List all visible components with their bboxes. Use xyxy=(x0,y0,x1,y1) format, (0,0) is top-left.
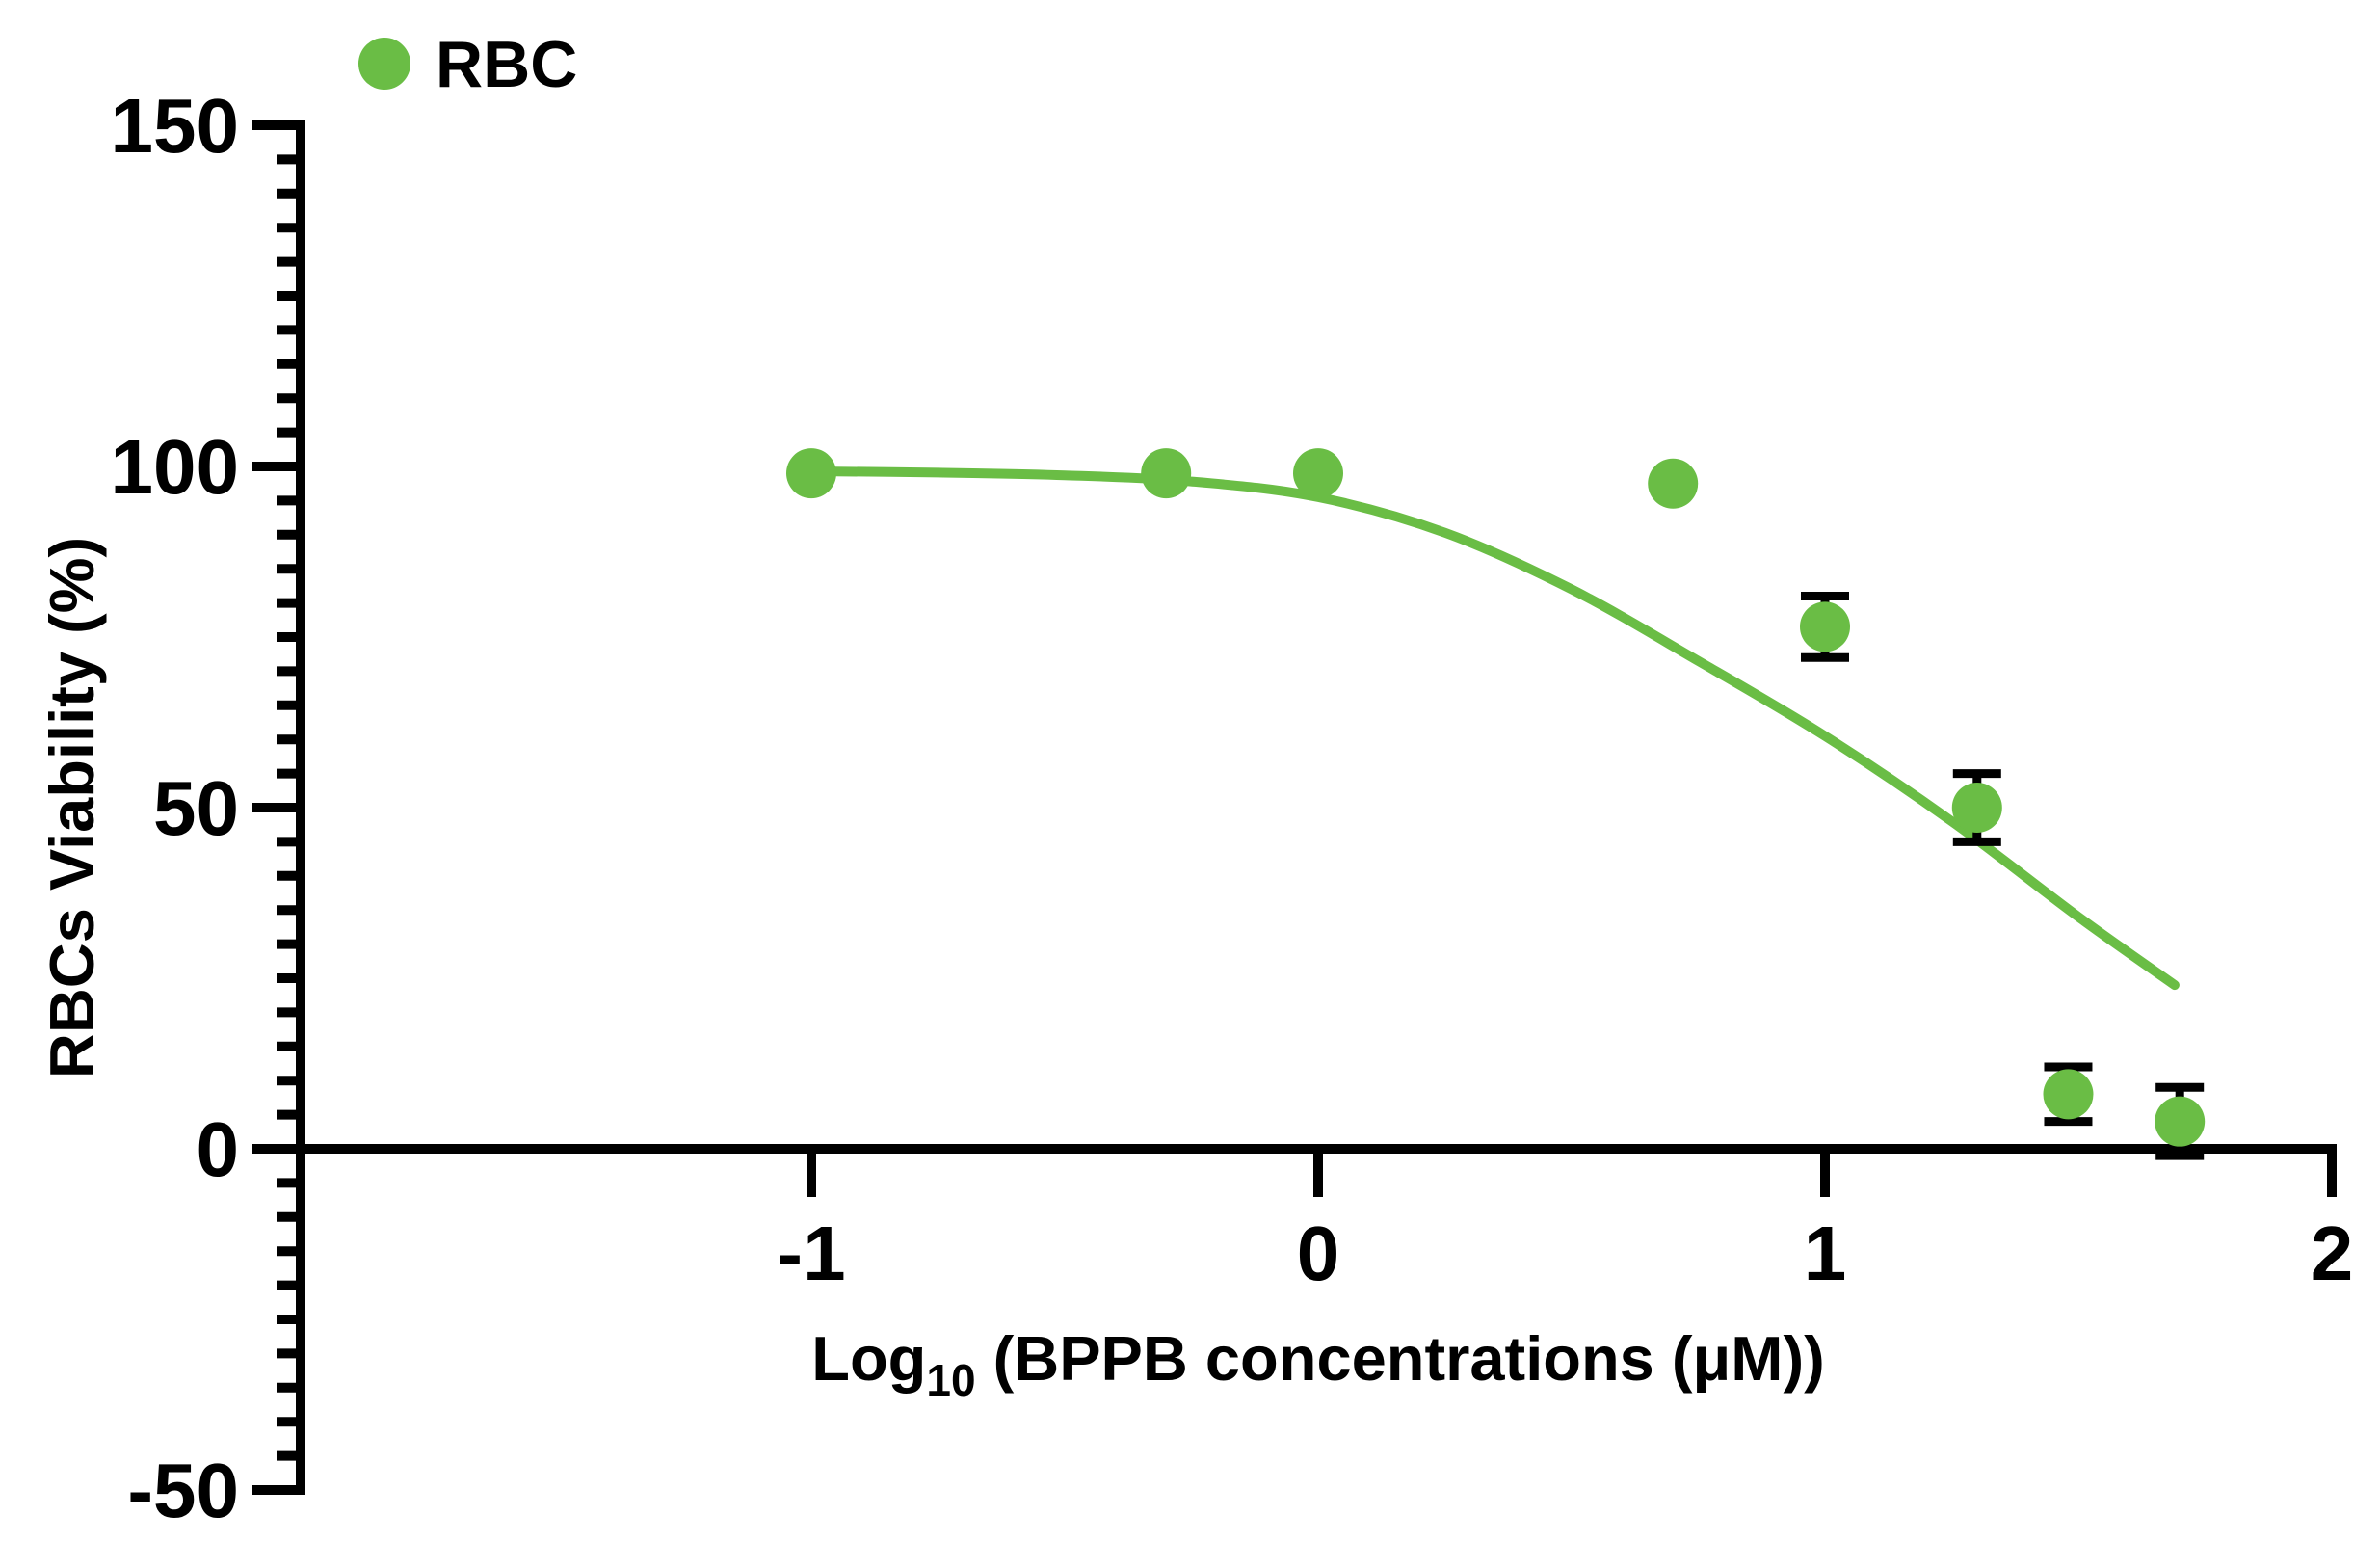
data-point-marker xyxy=(1293,448,1343,499)
x-tick-label: 2 xyxy=(2311,1210,2354,1296)
y-tick-label: 0 xyxy=(197,1106,240,1192)
y-tick-label: 150 xyxy=(111,83,239,169)
y-tick-label: 50 xyxy=(153,765,239,851)
x-axis-title-subscript: 10 xyxy=(926,1355,975,1405)
x-tick-label: 0 xyxy=(1297,1210,1340,1296)
data-point-marker xyxy=(1951,783,2002,833)
data-points xyxy=(786,448,2206,1147)
x-axis-title-main: Log xyxy=(811,1323,926,1394)
x-ticks xyxy=(807,1149,2337,1197)
x-tick-label: 1 xyxy=(1804,1210,1847,1296)
data-point-marker xyxy=(2043,1069,2094,1120)
x-axis: -1 0 1 2 Log10 (BPPB concentrations (μM)) xyxy=(296,1144,2353,1405)
x-axis-title-rest: (BPPB concentrations (μM)) xyxy=(976,1323,1825,1394)
y-axis: 150 100 50 0 -50 RBCs Viability (%) xyxy=(37,83,305,1533)
legend-label: RBC xyxy=(436,28,577,101)
x-tick-label: -1 xyxy=(777,1210,845,1296)
x-axis-title: Log10 (BPPB concentrations (μM)) xyxy=(811,1323,1824,1405)
legend-marker-icon xyxy=(358,38,410,90)
x-tick-labels: -1 0 1 2 xyxy=(777,1210,2353,1296)
y-tick-labels: 150 100 50 0 -50 xyxy=(111,83,239,1533)
fit-curve-path xyxy=(807,466,2180,991)
y-major-ticks xyxy=(252,120,301,1495)
data-point-marker xyxy=(1648,458,1699,509)
data-point-marker xyxy=(1800,601,1850,652)
fit-curve xyxy=(807,466,2180,991)
y-tick-label: 100 xyxy=(111,424,239,510)
y-tick-label: -50 xyxy=(127,1448,239,1533)
data-point-marker xyxy=(786,448,836,499)
y-axis-title: RBCs Viability (%) xyxy=(37,537,107,1078)
y-minor-ticks xyxy=(277,154,301,1461)
error-bars xyxy=(1801,592,2205,1160)
data-point-marker xyxy=(2155,1096,2206,1147)
data-point-marker xyxy=(1141,448,1192,499)
legend: RBC xyxy=(358,28,577,101)
